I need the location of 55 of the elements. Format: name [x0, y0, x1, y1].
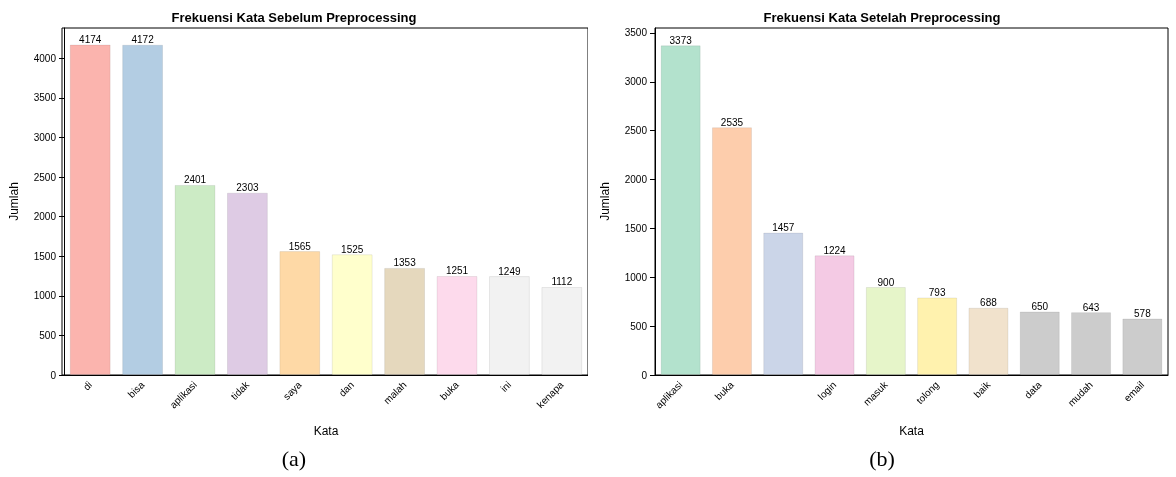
text: (b)	[868, 446, 896, 472]
data-label: 578	[1134, 308, 1152, 319]
y-tick-label: 2500	[33, 171, 57, 183]
x-tick-label: ini	[498, 379, 514, 394]
data-label: 1565	[288, 240, 312, 252]
data-label: 650	[1031, 300, 1049, 312]
data-label: 2535	[720, 116, 744, 128]
data-label: 1353	[393, 257, 417, 269]
data-label: 4174	[79, 34, 102, 46]
y-tick-label: 3000	[33, 131, 57, 143]
x-tick-label: dan	[336, 379, 357, 399]
y-tick-label: 500	[630, 320, 648, 332]
data-label: 688	[980, 297, 998, 309]
data-label: 900	[877, 276, 895, 288]
y-tick-label: 2000	[624, 174, 648, 186]
y-axis-title: Jumlah	[598, 182, 612, 221]
y-tick-label: 3000	[624, 76, 648, 88]
x-tick-label: di	[80, 379, 95, 393]
y-tick-label: 500	[39, 329, 57, 341]
data-label: 793	[928, 286, 946, 298]
data-label: 643	[1082, 301, 1100, 313]
y-tick-label: 1500	[33, 250, 57, 262]
x-tick-label: baik	[971, 379, 993, 400]
data-label: 4172	[131, 34, 155, 46]
y-tick-label: 2500	[624, 125, 648, 137]
data-label: 2401	[183, 174, 207, 186]
x-axis-title: Kata	[313, 424, 339, 438]
chart-title: Frekuensi Kata Setelah Preprocessing	[763, 10, 1001, 25]
text: (a)	[280, 446, 308, 472]
y-tick-label: 0	[641, 369, 648, 381]
x-tick-label: bisa	[125, 378, 147, 400]
x-tick-label: data	[1022, 378, 1044, 401]
data-label: 1249	[498, 265, 521, 277]
data-label: 1112	[551, 276, 573, 288]
y-tick-label: 1500	[624, 222, 648, 234]
data-label: 1251	[445, 265, 469, 277]
y-tick-label: 0	[50, 369, 57, 381]
y-tick-label: 1000	[33, 290, 57, 302]
x-tick-label: saya	[281, 378, 304, 402]
y-tick-label: 2000	[33, 211, 57, 223]
data-label: 1224	[823, 244, 847, 256]
y-tick-label: 4000	[33, 52, 57, 64]
y-tick-label: 3500	[624, 27, 648, 39]
chart-title: Frekuensi Kata Sebelum Preprocessing	[171, 10, 417, 25]
data-label: 1457	[772, 222, 795, 234]
data-label: 1525	[341, 243, 364, 255]
x-axis-title: Kata	[899, 424, 925, 438]
data-label: 3373	[669, 34, 693, 46]
x-tick-label: buka	[712, 378, 737, 403]
data-label: 2303	[236, 182, 259, 194]
y-axis-title: Jumlah	[7, 182, 21, 221]
y-tick-label: 3500	[33, 92, 57, 104]
y-tick-label: 1000	[624, 271, 648, 283]
x-tick-label: login	[815, 379, 839, 402]
x-tick-label: buka	[437, 378, 462, 403]
